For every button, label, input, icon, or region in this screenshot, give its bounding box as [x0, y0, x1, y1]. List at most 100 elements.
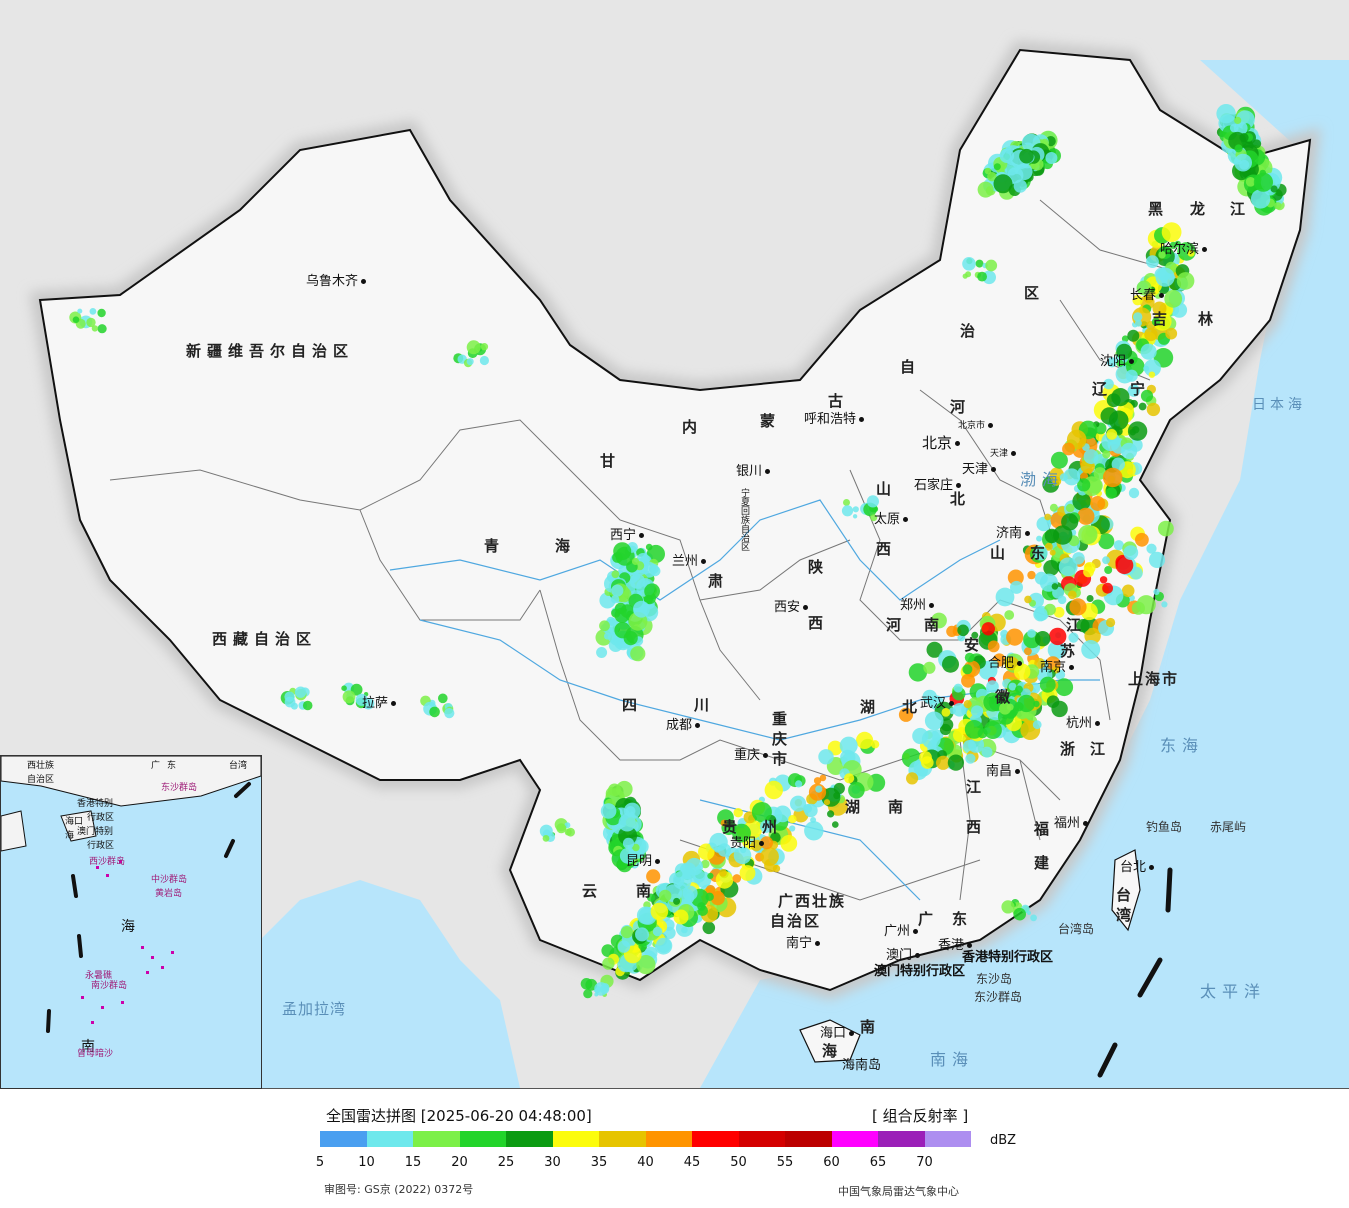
- radar-echo: [987, 640, 1000, 653]
- city-name: 重庆: [734, 748, 761, 763]
- radar-echo: [1039, 676, 1056, 693]
- radar-map[interactable]: 新疆维吾尔自治区 西藏自治区青海甘肃内蒙古自治区黑龙江吉林辽宁河北山西陕西河南山东…: [0, 0, 1349, 1089]
- city-label: 济南: [996, 522, 1033, 541]
- radar-echo: [908, 663, 928, 682]
- city-name: 天津: [962, 462, 989, 477]
- city-label: 郑州: [900, 594, 937, 613]
- province-label: 南: [636, 882, 654, 900]
- inset-label: 香港特别: [77, 799, 114, 809]
- radar-echo: [947, 754, 965, 771]
- province-label: 肃: [708, 572, 726, 590]
- province-label: 青: [484, 537, 502, 555]
- province-label: 林: [1198, 310, 1216, 328]
- radar-echo: [673, 909, 689, 925]
- bengal-sea: [260, 880, 520, 1088]
- city-label: 成都: [666, 714, 703, 733]
- city-label: 太原: [874, 508, 911, 527]
- city-name: 呼和浩特: [804, 412, 857, 427]
- radar-echo: [953, 683, 963, 693]
- radar-echo: [790, 795, 807, 812]
- radar-echo: [1252, 139, 1262, 149]
- radar-echo: [833, 792, 841, 800]
- radar-echo: [968, 736, 985, 753]
- city-name: 成都: [666, 718, 693, 733]
- radar-echo: [1024, 647, 1032, 656]
- city-label: 澳门: [886, 944, 923, 963]
- radar-echo: [705, 892, 714, 901]
- city-name: 广州: [884, 924, 911, 939]
- radar-echo: [957, 624, 969, 637]
- city-label: 兰州: [672, 550, 709, 569]
- radar-echo: [1062, 442, 1075, 456]
- province-label: 江: [1066, 616, 1084, 634]
- province-label: 宁: [1130, 380, 1148, 398]
- radar-echo: [644, 583, 660, 600]
- city-label: 贵阳: [730, 832, 767, 851]
- radar-echo: [583, 989, 593, 999]
- radar-echo: [1013, 179, 1027, 193]
- radar-echo: [833, 782, 845, 795]
- radar-echo: [832, 821, 839, 828]
- province-label: 贵: [722, 818, 740, 836]
- inset-label: 黄岩岛: [155, 889, 183, 899]
- city-marker-icon: [1159, 293, 1165, 298]
- province-label: 徽: [995, 688, 1013, 706]
- radar-echo: [1250, 189, 1271, 209]
- radar-echo: [870, 514, 878, 522]
- city-marker-icon: [655, 859, 661, 864]
- region-label: 孟加拉湾: [282, 1000, 347, 1018]
- tick-label: 30: [544, 1155, 561, 1170]
- radar-echo: [760, 847, 779, 866]
- city-name: 长春: [1130, 288, 1157, 303]
- region-label: 赤尾屿: [1210, 820, 1247, 834]
- city-marker-icon: [1025, 531, 1031, 536]
- radar-echo: [1152, 301, 1167, 316]
- radar-echo: [986, 680, 999, 693]
- legend-unit: dBZ: [990, 1133, 1017, 1148]
- color-bin-13: [924, 1131, 971, 1147]
- city-label: 长春: [1130, 284, 1167, 303]
- radar-echo: [759, 820, 773, 833]
- province-label: 州: [762, 818, 780, 836]
- radar-echo: [1058, 557, 1078, 577]
- color-bin-3: [459, 1131, 506, 1147]
- radar-echo: [611, 608, 621, 618]
- city-label: 南昌: [986, 760, 1023, 779]
- city-name: 贵阳: [730, 836, 757, 851]
- radar-echo: [1102, 556, 1110, 565]
- inset-label: 海: [121, 919, 135, 935]
- radar-echo: [977, 271, 987, 282]
- city-label: 南京: [1040, 656, 1077, 675]
- province-label: 陕: [808, 558, 826, 576]
- radar-echo: [962, 257, 976, 271]
- radar-echo: [1007, 167, 1024, 184]
- radar-echo: [1103, 378, 1114, 390]
- radar-echo: [613, 542, 632, 561]
- radar-echo: [681, 926, 688, 934]
- radar-echo: [341, 685, 347, 691]
- region-label: 东沙岛: [976, 972, 1013, 986]
- city-label: 香港: [938, 934, 975, 953]
- radar-echo: [564, 828, 572, 836]
- radar-echo: [906, 772, 919, 785]
- city-marker-icon: [759, 841, 765, 846]
- city-label: 广州: [884, 920, 921, 939]
- radar-echo: [962, 273, 968, 279]
- province-label: 湖: [860, 698, 878, 716]
- radar-echo: [987, 172, 997, 182]
- radar-echo: [1033, 700, 1040, 708]
- radar-echo: [619, 847, 636, 864]
- city-label: 武汉: [920, 692, 957, 711]
- radar-echo: [1035, 631, 1051, 647]
- city-label: 西安: [774, 596, 811, 615]
- radar-echo: [438, 693, 448, 704]
- province-label: 区: [1024, 284, 1042, 302]
- radar-echo: [1274, 202, 1282, 210]
- region-label: 东海: [1160, 736, 1205, 755]
- city-marker-icon: [1129, 359, 1135, 364]
- radar-echo: [1078, 524, 1098, 545]
- radar-echo: [942, 655, 959, 673]
- radar-echo: [1125, 369, 1138, 382]
- radar-echo: [1138, 402, 1147, 411]
- province-label: 市: [772, 750, 790, 768]
